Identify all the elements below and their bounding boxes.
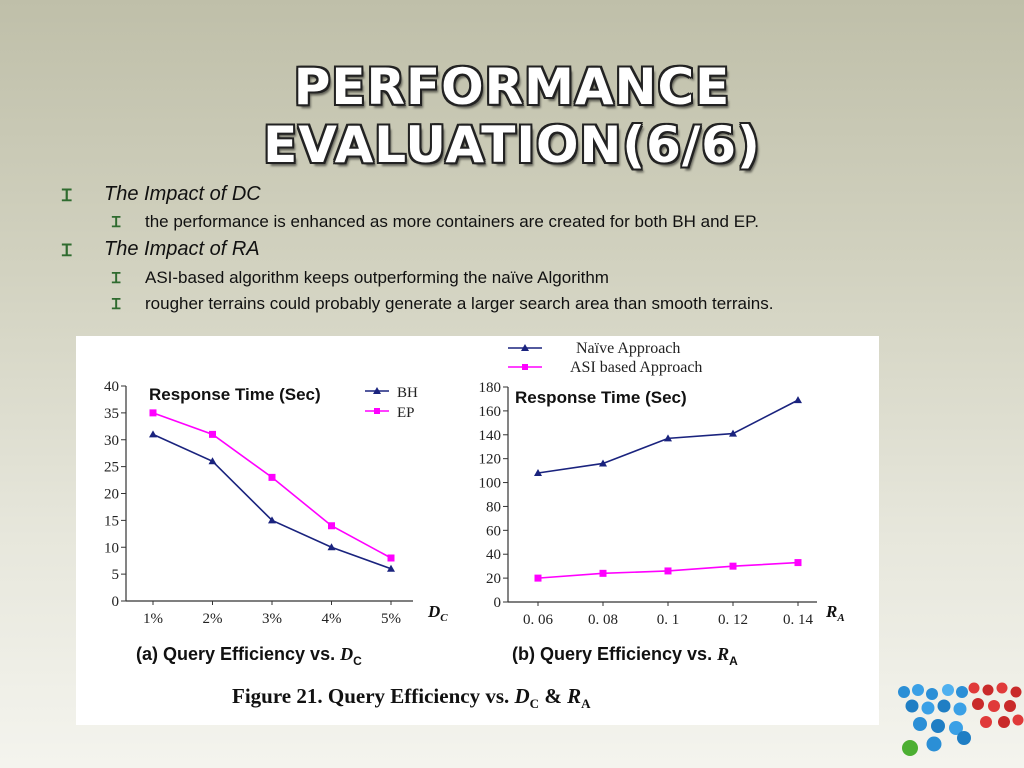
chart-b-data-point: [664, 567, 672, 575]
chart-a-series-line-0: [152, 433, 392, 570]
chart-a-y-tick-label: 15: [104, 513, 119, 529]
chart-b-y-tick-label: 100: [479, 476, 502, 492]
chart-a-y-tick-label: 35: [104, 406, 119, 422]
sub-bullet: rougher terrains could probably generate…: [145, 294, 774, 313]
chart-a: Response Time (Sec) BH EP DC (a) Query E…: [136, 385, 448, 668]
chart-b-x-axis-label: RA: [825, 602, 845, 624]
chart-a-y-tick-label: 0: [112, 594, 120, 610]
chart-a-y-tick-label: 5: [112, 567, 120, 583]
chart-b-y-tick-label: 60: [486, 523, 501, 539]
chart-a-y-tick-label: 30: [104, 433, 119, 449]
slide-title-line-1: PERFORMANCE: [293, 58, 731, 116]
figure-svg: Naïve Approach ASI based Approach Respon…: [104, 340, 845, 711]
legend-marker-naive: [521, 344, 529, 351]
sub-bullet-marker-icon: Ɪ: [112, 295, 121, 313]
sub-bullet: ASI-based algorithm keeps outperforming …: [145, 268, 609, 287]
chart-b-y-tick-label: 80: [486, 499, 501, 515]
chart-a-data-point: [149, 409, 157, 417]
chart-a-data-point: [268, 516, 276, 524]
chart-a-data-point: [149, 430, 157, 438]
chart-b-x-tick-label: 0. 14: [783, 612, 814, 628]
chart-a-title: Response Time (Sec): [149, 385, 321, 404]
chart-b: Response Time (Sec) RA (b) Query Efficie…: [512, 388, 845, 668]
chart-b-data-point: [599, 459, 607, 467]
chart-b-data-point: [534, 469, 542, 476]
legend-label-asi: ASI based Approach: [570, 359, 702, 376]
chart-a-x-tick-label: 5%: [381, 611, 401, 627]
chart-b-title: Response Time (Sec): [515, 388, 687, 407]
chart-a-data-point: [387, 554, 395, 562]
chart-a-data-point: [387, 564, 395, 572]
decorative-spheres: [898, 682, 1024, 756]
decorative-sphere-cluster: [898, 682, 1024, 756]
bullet-heading: The Impact of DC: [104, 183, 261, 205]
slide-title-line-2: EVALUATION(6/6): [263, 116, 761, 174]
chart-a-x-tick-label: 4%: [322, 611, 342, 627]
chart-b-data-point: [794, 559, 802, 567]
chart-b-x-tick-label: 0. 06: [523, 612, 554, 628]
chart-a-y-tick-label: 10: [104, 540, 119, 556]
chart-b-y-tick-label: 0: [494, 595, 502, 611]
chart-a-subcaption: (a) Query Efficiency vs. DC: [136, 644, 362, 668]
chart-b-data-point: [599, 569, 607, 577]
chart-b-y-tick-label: 40: [486, 547, 501, 563]
chart-a-legend-label-bh: BH: [397, 385, 418, 401]
chart-b-y-tick-label: 140: [479, 428, 502, 444]
legend-label-naive: Naïve Approach: [576, 340, 680, 357]
chart-b-y-tick-label: 180: [479, 380, 502, 396]
figure-panel: Naïve Approach ASI based Approach Respon…: [76, 336, 879, 725]
chart-b-y-tick-label: 20: [486, 571, 501, 587]
bullet-heading: The Impact of RA: [104, 238, 260, 260]
chart-a-data-point: [327, 543, 336, 551]
chart-a-series-line-1: [152, 412, 392, 559]
chart-a-y-tick-label: 40: [104, 379, 119, 395]
chart-a-data-point: [268, 473, 276, 481]
chart-b-y-tick-label: 160: [479, 404, 502, 420]
chart-b-data-point: [664, 434, 672, 442]
chart-a-data-point: [328, 522, 335, 530]
legend-marker-asi: [522, 364, 528, 370]
chart-a-x-axis-label: DC: [427, 602, 448, 624]
bullet-marker-icon: Ɪ: [62, 186, 72, 206]
chart-b-data-point: [729, 562, 737, 570]
chart-a-y-tick-label: 25: [104, 460, 119, 476]
chart-b-data-point: [534, 574, 542, 582]
chart-a-y-tick-label: 20: [104, 487, 119, 503]
figure-caption: Figure 21. Query Efficiency vs. DC & RA: [232, 684, 591, 711]
top-legend: Naïve Approach ASI based Approach: [508, 340, 702, 376]
chart-a-x-tick-label: 3%: [262, 611, 282, 627]
slide-title: PERFORMANCE EVALUATION(6/6): [0, 58, 1024, 174]
sub-bullet: the performance is enhanced as more cont…: [145, 212, 759, 231]
chart-a-x-tick-label: 1%: [143, 611, 163, 627]
chart-a-legend-label-ep: EP: [397, 405, 415, 421]
sub-bullet-marker-icon: Ɪ: [112, 269, 121, 287]
bullet-marker-icon: Ɪ: [62, 241, 72, 261]
chart-b-data-point: [794, 396, 802, 404]
plot-layer: 0 5 10 15 20 25 30 35 40 1% 2% 3% 4% 5% 0 20 40 60 80 100 12…: [104, 379, 817, 628]
chart-a-legend-marker-bh: [373, 387, 381, 394]
chart-b-x-tick-label: 0. 12: [718, 612, 748, 628]
chart-b-x-tick-label: 0. 08: [588, 612, 618, 628]
chart-a-data-point: [208, 457, 217, 465]
sub-bullet-marker-icon: Ɪ: [112, 213, 121, 231]
chart-a-data-point: [209, 430, 216, 438]
chart-b-y-tick-label: 120: [479, 452, 502, 468]
chart-b-subcaption: (b) Query Efficiency vs. RA: [512, 644, 738, 668]
chart-a-legend-marker-ep: [374, 408, 380, 414]
chart-b-data-point: [729, 429, 737, 437]
chart-a-x-tick-label: 2%: [203, 611, 223, 627]
chart-b-x-tick-label: 0. 1: [657, 612, 680, 628]
